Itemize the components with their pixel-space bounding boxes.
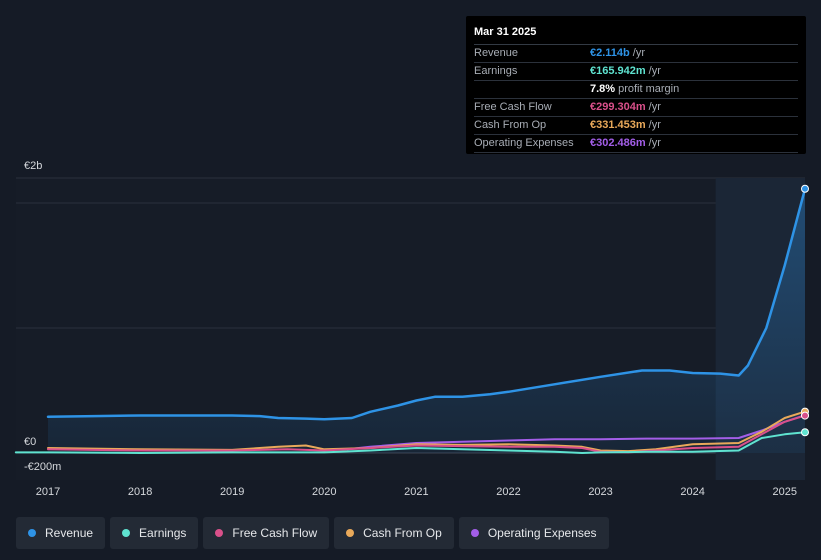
x-tick-label: 2024 [680,486,704,498]
legend-item-cash-from-op[interactable]: Cash From Op [334,517,454,549]
legend-label: Free Cash Flow [232,526,318,540]
tooltip: Mar 31 2025 Revenue €2.114b/yr Earnings €16… [466,16,806,154]
endpoint-markers [801,184,809,437]
x-tick-label: 2022 [496,486,520,498]
revenue-area [48,188,805,453]
legend-label: Cash From Op [363,526,442,540]
series-line-cash-from-op [47,410,806,453]
x-tick-label: 2020 [312,486,336,498]
legend-label: Revenue [45,526,94,540]
x-axis-labels: 2017 2018 2019 2020 2021 2022 2023 2024 2025 [36,486,797,498]
tooltip-row-value: €331.453m [590,119,646,131]
endpoint-free-cash-flow [801,411,809,420]
legend-dot-icon [28,529,36,537]
tooltip-date: Mar 31 2025 [474,24,798,45]
x-tick-label: 2023 [588,486,612,498]
legend-item-revenue[interactable]: Revenue [16,517,106,549]
tooltip-row: Earnings €165.942m/yr [474,63,798,81]
legend-dot-icon [346,529,355,537]
tooltip-row-unit: /yr [648,119,661,131]
tooltip-row-unit: /yr [648,65,661,77]
tooltip-row: Revenue €2.114b/yr [474,45,798,63]
legend-label: Earnings [139,526,187,540]
series-line-revenue [46,187,807,421]
tooltip-row-value: €299.304m [590,101,646,113]
legend: Revenue Earnings Free Cash Flow Cash From O… [16,517,609,549]
y-tick-label: -€200m [24,461,61,473]
legend-dot-icon [470,529,479,537]
y-tick-label: €2b [24,160,42,172]
legend-label: Operating Expenses [487,526,597,540]
x-tick-label: 2017 [36,486,60,498]
legend-dot-icon [215,529,224,537]
series-line-earnings [14,431,806,454]
tooltip-row-value: €302.486m [590,137,646,149]
x-tick-label: 2019 [220,486,244,498]
tooltip-row-label: Cash From Op [474,119,547,131]
tooltip-row-label [474,81,590,98]
tooltip-rows: Revenue €2.114b/yr Earnings €165.942m/yr 7.8… [474,45,798,153]
x-tick-label: 2018 [128,486,152,498]
endpoint-revenue [801,184,809,193]
tooltip-row-label: Revenue [474,47,519,59]
tooltip-row-unit: /yr [632,47,645,59]
legend-item-earnings[interactable]: Earnings [110,517,199,549]
tooltip-row-unit: /yr [648,101,661,113]
tooltip-row-label: Free Cash Flow [474,101,552,113]
y-tick-label: €0 [24,436,36,448]
tooltip-row-unit: /yr [648,137,661,149]
tooltip-row-label: Operating Expenses [474,137,574,149]
legend-item-operating-expenses[interactable]: Operating Expenses [458,517,609,549]
legend-dot-icon [122,529,131,537]
tooltip-row-unit: profit margin [618,83,680,95]
y-axis-labels: €2b €0 -€200m [24,160,61,473]
endpoint-earnings [801,428,809,437]
tooltip-row: Operating Expenses €302.486m/yr [474,135,798,153]
series-line-operating-expenses [346,414,806,451]
tooltip-row: 7.8% profit margin [474,81,798,99]
x-tick-label: 2025 [772,486,796,498]
legend-item-free-cash-flow[interactable]: Free Cash Flow [203,517,330,549]
series-line-free-cash-flow [47,414,806,454]
tooltip-row: Cash From Op €331.453m/yr [474,117,798,135]
tooltip-row-value: €2.114b [590,47,630,59]
series-lines [14,187,807,454]
tooltip-row-value: 7.8% [590,83,616,95]
tooltip-row-value: €165.942m [590,65,646,77]
tooltip-row-label: Earnings [474,65,518,77]
tooltip-row: Free Cash Flow €299.304m/yr [474,99,798,117]
x-tick-label: 2021 [404,486,428,498]
